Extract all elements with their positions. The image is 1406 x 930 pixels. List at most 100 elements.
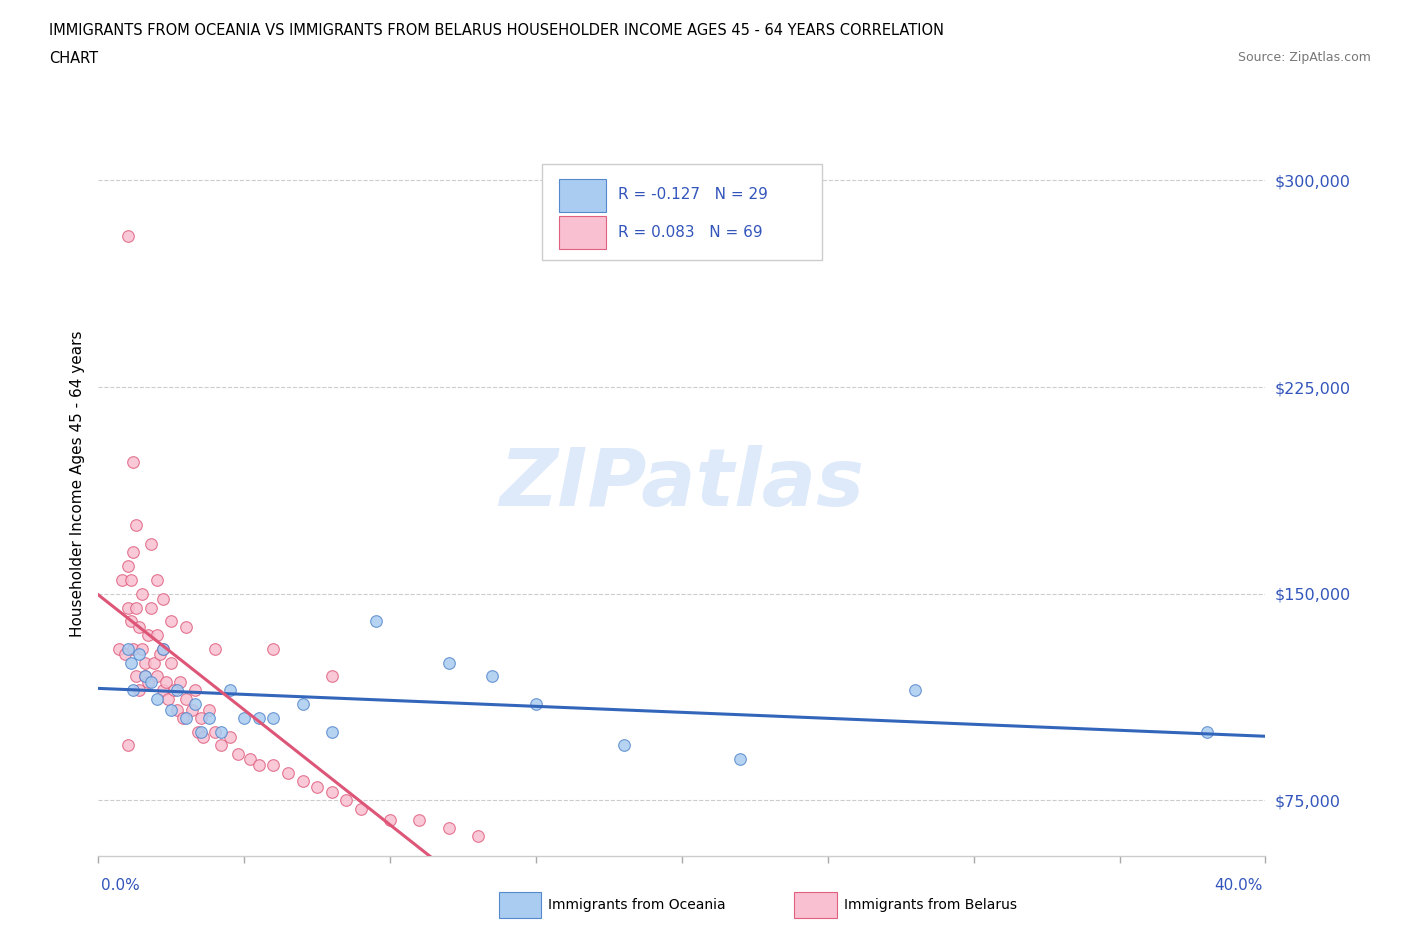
Point: [131, 642, 153, 657]
Point: [166, 683, 188, 698]
Text: CHART: CHART: [49, 51, 98, 66]
Point: [218, 683, 240, 698]
Y-axis label: Householder Income Ages 45 - 64 years: Householder Income Ages 45 - 64 years: [69, 330, 84, 637]
Point: [146, 628, 169, 643]
Point: [134, 669, 156, 684]
Point: [364, 614, 387, 629]
Point: [204, 642, 226, 657]
Point: [380, 812, 402, 827]
Point: [134, 656, 156, 671]
Point: [125, 517, 148, 532]
Point: [142, 656, 165, 671]
Point: [157, 691, 180, 706]
Point: [1195, 724, 1218, 739]
Point: [262, 711, 284, 725]
Point: [262, 757, 284, 772]
Point: [139, 537, 162, 551]
Point: [321, 785, 343, 800]
Point: [120, 614, 142, 629]
Point: [152, 642, 174, 657]
Point: [120, 573, 142, 588]
Point: [228, 746, 250, 761]
Point: [307, 779, 329, 794]
Point: [612, 737, 634, 752]
Point: [190, 724, 212, 739]
Point: [155, 674, 177, 689]
Point: [180, 702, 202, 717]
Point: [335, 793, 357, 808]
Point: [187, 724, 209, 739]
Point: [350, 802, 373, 817]
Point: [247, 711, 270, 725]
Text: ZIPatlas: ZIPatlas: [499, 445, 865, 523]
Point: [163, 683, 186, 698]
Point: [131, 587, 153, 602]
Point: [122, 454, 145, 469]
Point: [152, 642, 174, 657]
Point: [125, 600, 148, 615]
Point: [134, 669, 156, 684]
Text: IMMIGRANTS FROM OCEANIA VS IMMIGRANTS FROM BELARUS HOUSEHOLDER INCOME AGES 45 - : IMMIGRANTS FROM OCEANIA VS IMMIGRANTS FR…: [49, 23, 945, 38]
Point: [218, 730, 240, 745]
Point: [128, 647, 150, 662]
Point: [291, 774, 314, 789]
Point: [152, 591, 174, 606]
Text: Immigrants from Oceania: Immigrants from Oceania: [548, 897, 725, 912]
Point: [122, 642, 145, 657]
Point: [146, 669, 169, 684]
Point: [139, 674, 162, 689]
Point: [120, 656, 142, 671]
Point: [117, 559, 139, 574]
FancyBboxPatch shape: [541, 164, 823, 260]
Point: [233, 711, 256, 725]
Point: [321, 669, 343, 684]
Bar: [560, 216, 606, 249]
Point: [190, 711, 212, 725]
Point: [117, 737, 139, 752]
Text: R = 0.083   N = 69: R = 0.083 N = 69: [617, 225, 762, 240]
Point: [437, 820, 460, 835]
Point: [136, 674, 159, 689]
Point: [146, 691, 169, 706]
Point: [122, 545, 145, 560]
Point: [247, 757, 270, 772]
Point: [239, 751, 262, 766]
Point: [467, 829, 489, 844]
Point: [114, 647, 136, 662]
Point: [166, 702, 188, 717]
Point: [152, 683, 174, 698]
Point: [128, 619, 150, 634]
Point: [125, 669, 148, 684]
Point: [128, 683, 150, 698]
Bar: [560, 179, 606, 212]
Point: [117, 228, 139, 243]
Point: [174, 691, 197, 706]
Point: [291, 697, 314, 711]
Point: [117, 642, 139, 657]
Point: [174, 619, 197, 634]
Point: [193, 730, 215, 745]
Point: [277, 765, 299, 780]
Point: [160, 614, 183, 629]
Point: [122, 683, 145, 698]
Point: [524, 697, 547, 711]
Text: Source: ZipAtlas.com: Source: ZipAtlas.com: [1237, 51, 1371, 64]
Point: [169, 674, 191, 689]
Text: R = -0.127   N = 29: R = -0.127 N = 29: [617, 188, 768, 203]
Point: [183, 683, 205, 698]
Point: [146, 573, 169, 588]
Point: [481, 669, 503, 684]
Point: [198, 702, 221, 717]
Point: [209, 737, 232, 752]
Point: [111, 573, 134, 588]
Point: [204, 724, 226, 739]
Point: [408, 812, 430, 827]
Text: 0.0%: 0.0%: [101, 878, 141, 893]
Point: [136, 628, 159, 643]
Point: [160, 702, 183, 717]
Point: [149, 647, 172, 662]
Point: [198, 711, 221, 725]
Point: [160, 656, 183, 671]
Point: [139, 600, 162, 615]
Text: Immigrants from Belarus: Immigrants from Belarus: [844, 897, 1017, 912]
